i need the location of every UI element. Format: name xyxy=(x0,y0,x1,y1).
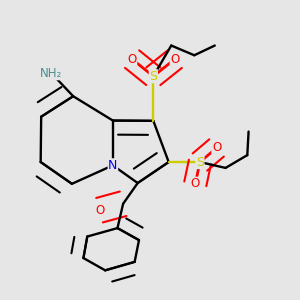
Text: O: O xyxy=(170,52,179,66)
Text: S: S xyxy=(149,70,157,83)
Text: O: O xyxy=(128,52,137,66)
Text: NH₂: NH₂ xyxy=(40,67,63,80)
Text: O: O xyxy=(95,204,104,217)
Text: N: N xyxy=(108,159,118,172)
Text: S: S xyxy=(196,155,204,169)
Text: O: O xyxy=(191,177,200,190)
Text: O: O xyxy=(212,142,221,154)
